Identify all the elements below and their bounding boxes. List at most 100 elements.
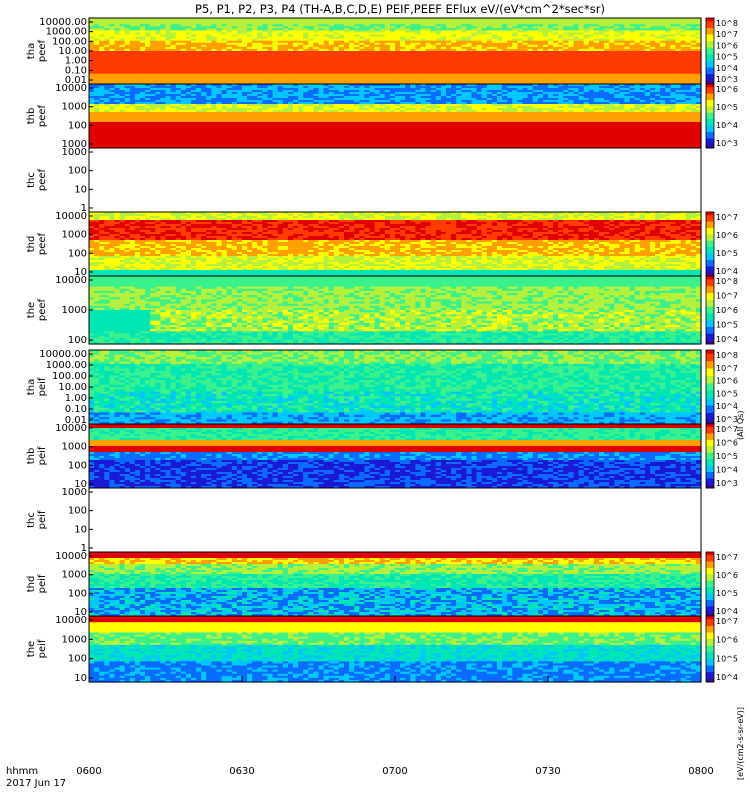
heatmap-cell [287, 28, 294, 31]
heatmap-cell [313, 61, 320, 64]
heatmap-cell [119, 44, 126, 48]
heatmap-cell [466, 18, 473, 21]
heatmap-cell [395, 42, 401, 46]
heatmap-cell [446, 59, 452, 62]
heatmap-cell [293, 20, 299, 23]
heatmap-cell [486, 44, 493, 48]
heatmap-cell [104, 77, 110, 81]
heatmap-cell [364, 30, 371, 34]
heatmap-cell [298, 30, 304, 34]
heatmap-cell [471, 34, 478, 38]
heatmap-cell [277, 75, 284, 79]
heatmap-cell [476, 20, 483, 23]
heatmap-cell [175, 61, 182, 64]
heatmap-cell [354, 40, 360, 44]
heatmap-cell [410, 81, 416, 85]
heatmap-cell [242, 26, 248, 29]
heatmap-cell [170, 18, 177, 21]
heatmap-cell [502, 71, 508, 75]
heatmap-cell [440, 65, 447, 69]
heatmap-cell [89, 28, 95, 31]
heatmap-cell [298, 24, 304, 27]
heatmap-cell [104, 38, 110, 42]
heatmap-cell [451, 69, 457, 73]
heatmap-cell [150, 26, 156, 29]
heatmap-cell [308, 67, 314, 71]
heatmap-cell [435, 34, 442, 38]
heatmap-cell [344, 65, 350, 69]
heatmap-cell [333, 46, 340, 50]
heatmap-cell [446, 34, 452, 38]
heatmap-cell [389, 59, 396, 62]
heatmap-cell [527, 79, 534, 83]
heatmap-cell [124, 18, 131, 21]
heatmap-cell [160, 20, 167, 23]
heatmap-cell [379, 63, 386, 67]
heatmap-cell [221, 55, 228, 58]
heatmap-cell [231, 71, 238, 75]
heatmap-cell [481, 22, 488, 25]
heatmap-cell [308, 73, 314, 77]
heatmap-cell [456, 79, 462, 83]
heatmap-cell [201, 79, 207, 83]
heatmap-cell [364, 22, 371, 25]
heatmap-cell [333, 75, 340, 79]
heatmap-cell [247, 75, 253, 79]
heatmap-cell [211, 40, 218, 44]
heatmap-cell [185, 69, 192, 73]
heatmap-cell [221, 48, 228, 52]
heatmap-cell [114, 34, 121, 38]
heatmap-cell [150, 24, 156, 27]
heatmap-cell [89, 57, 95, 60]
heatmap-cell [150, 59, 156, 62]
heatmap-cell [491, 18, 498, 21]
heatmap-cell [415, 26, 422, 29]
heatmap-cell [89, 42, 95, 46]
heatmap-cell [94, 69, 100, 73]
heatmap-cell [507, 22, 513, 25]
heatmap-cell [359, 38, 365, 42]
heatmap-cell [242, 73, 248, 77]
heatmap-cell [129, 40, 136, 44]
heatmap-cell [374, 24, 381, 27]
heatmap-cell [415, 65, 422, 69]
heatmap-cell [252, 53, 258, 56]
heatmap-cell [216, 20, 223, 23]
heatmap-cell [287, 63, 294, 67]
heatmap-cell [109, 69, 116, 73]
heatmap-cell [486, 57, 493, 60]
heatmap-cell [155, 65, 161, 69]
heatmap-cell [471, 55, 478, 58]
heatmap-cell [374, 65, 381, 69]
heatmap-cell [242, 57, 248, 60]
heatmap-cell [369, 71, 376, 75]
heatmap-cell [359, 51, 365, 54]
heatmap-cell [94, 57, 100, 60]
heatmap-cell [415, 53, 422, 56]
heatmap-cell [476, 26, 483, 29]
heatmap-cell [328, 67, 335, 71]
heatmap-cell [114, 51, 121, 54]
heatmap-cell [491, 79, 498, 83]
heatmap-cell [517, 61, 524, 64]
heatmap-cell [537, 53, 544, 56]
heatmap-cell [267, 75, 274, 79]
heatmap-cell [257, 40, 263, 44]
heatmap-cell [293, 73, 299, 77]
heatmap-cell [247, 42, 253, 46]
heatmap-cell [430, 24, 437, 27]
heatmap-cell [446, 55, 452, 58]
heatmap-cell [236, 53, 243, 56]
heatmap-cell [104, 63, 110, 67]
heatmap-cell [124, 59, 131, 62]
heatmap-cell [180, 42, 187, 46]
heatmap-cell [313, 24, 320, 27]
heatmap-cell [282, 73, 289, 77]
heatmap-cell [456, 44, 462, 48]
heatmap-cell [410, 53, 416, 56]
heatmap-cell [440, 48, 447, 52]
heatmap-cell [109, 51, 116, 54]
heatmap-cell [170, 22, 177, 25]
heatmap-cell [94, 61, 100, 64]
